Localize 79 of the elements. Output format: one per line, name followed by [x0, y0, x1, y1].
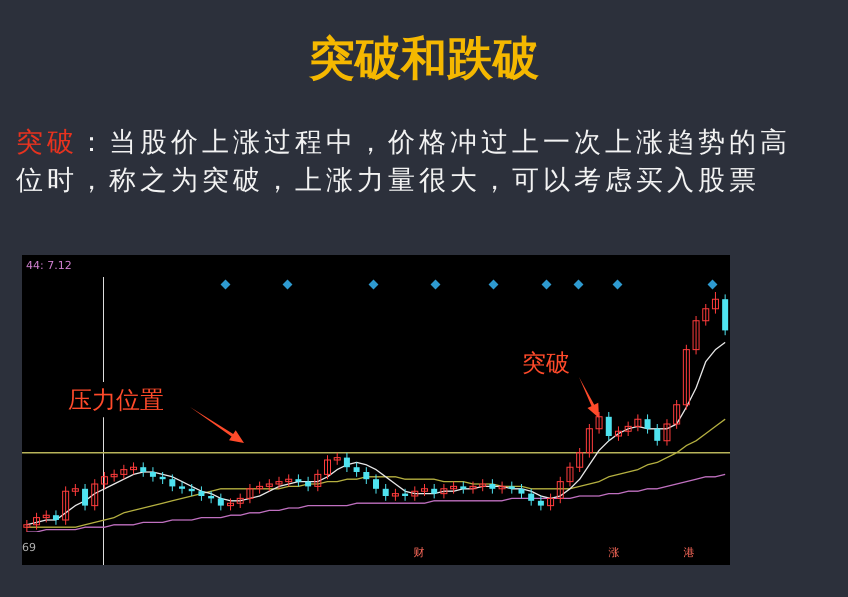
candlestick	[23, 520, 30, 532]
candlestick	[440, 484, 448, 499]
candlestick	[82, 484, 88, 511]
candlestick	[528, 488, 534, 506]
candlestick	[295, 474, 302, 487]
text: 港	[684, 546, 694, 559]
candlestick	[489, 478, 496, 494]
candlestick	[702, 304, 710, 326]
candlestick	[538, 496, 544, 511]
candlestick	[256, 481, 264, 494]
candlestick	[382, 484, 389, 502]
candlestick	[33, 512, 40, 530]
candlestick	[576, 448, 584, 472]
candlestick	[285, 474, 292, 487]
text: 财	[414, 546, 424, 559]
candlestick	[314, 469, 322, 492]
candlestick	[654, 424, 660, 446]
candlestick	[373, 474, 379, 494]
candlestick	[411, 486, 418, 502]
candlestick	[266, 478, 273, 492]
candlestick	[624, 421, 632, 436]
candlestick	[334, 452, 341, 466]
candlestick	[62, 486, 70, 526]
candlestick	[644, 414, 651, 434]
candlestick	[420, 484, 428, 496]
candlestick	[596, 412, 603, 434]
text: 涨	[608, 546, 620, 559]
candlestick	[566, 462, 574, 487]
candlestick	[460, 481, 466, 494]
candlestick	[130, 462, 138, 475]
candlestick	[324, 454, 332, 480]
candlestick	[402, 488, 408, 502]
candlestick	[169, 474, 176, 492]
candlestick	[634, 414, 642, 432]
candlestick	[354, 462, 360, 478]
candlestick	[673, 400, 680, 430]
candlestick	[682, 344, 690, 410]
candlestick	[469, 481, 476, 494]
candlestick	[140, 462, 146, 478]
candlestick	[586, 424, 593, 458]
candlestick	[52, 510, 59, 526]
chart-subtitle: 突破：当股价上涨过程中，价格冲过上一次上涨趋势的高位时，称之为突破，上涨力量很大，可以考虑买入股票	[16, 126, 792, 198]
candlestick	[663, 418, 670, 446]
annotation: 突破	[522, 349, 570, 377]
candlestick	[91, 478, 98, 511]
candlestick	[518, 484, 524, 499]
candlestick	[246, 484, 254, 504]
annotation: 压力位置	[68, 386, 164, 414]
candlestick	[100, 472, 108, 490]
candlestick	[344, 452, 350, 472]
candlestick	[450, 481, 458, 494]
candlestick	[72, 484, 79, 496]
candlestick	[150, 466, 156, 482]
candlestick	[479, 478, 486, 492]
candlestick	[363, 466, 370, 484]
candlestick	[42, 510, 50, 523]
chart-title: 突破和跌破	[308, 30, 540, 87]
candlestick	[431, 484, 438, 499]
text: 44: 7.12	[26, 259, 72, 272]
candlestick	[614, 426, 622, 442]
candlestick	[276, 476, 283, 490]
candlestick	[198, 486, 204, 502]
candlestick	[218, 493, 224, 511]
candlestick	[712, 292, 719, 314]
candlestick	[208, 490, 214, 504]
candlestick	[227, 498, 234, 511]
candlestick	[498, 481, 506, 494]
candlestick	[508, 481, 515, 494]
candlestick	[120, 464, 128, 480]
candlestick	[236, 493, 244, 508]
candlestick	[606, 412, 612, 442]
candlestick	[110, 469, 118, 482]
candlestick	[392, 488, 399, 502]
candlestick	[179, 481, 186, 494]
text: 69	[22, 541, 36, 554]
candlestick	[556, 476, 564, 504]
candlestick	[692, 316, 700, 355]
candlestick	[547, 493, 554, 511]
candlestick	[305, 476, 312, 492]
